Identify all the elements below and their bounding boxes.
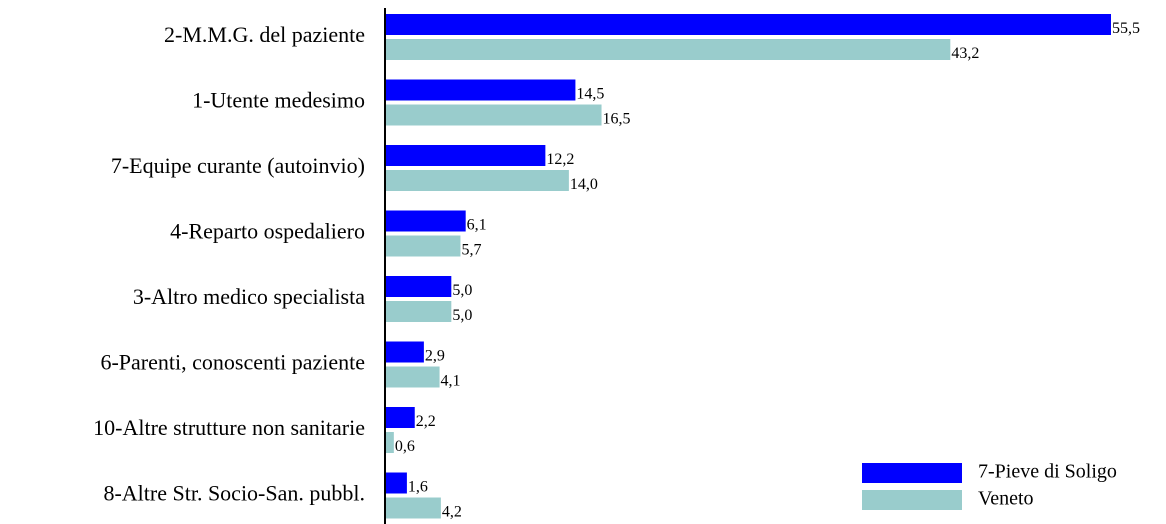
category-label: 7-Equipe curante (autoinvio) (111, 153, 365, 178)
legend-label: Veneto (978, 488, 1034, 510)
value-label: 16,5 (603, 111, 631, 128)
bar (386, 170, 569, 191)
bar (386, 341, 424, 363)
bar (386, 210, 466, 232)
value-label: 5,7 (461, 242, 481, 259)
bar (386, 432, 394, 453)
bar (386, 366, 440, 388)
value-label: 2,9 (425, 348, 445, 365)
value-label: 55,5 (1112, 20, 1140, 37)
bar (386, 301, 452, 322)
bar (386, 39, 951, 60)
category-label: 6-Parenti, conoscenti paziente (100, 350, 365, 375)
category-label: 10-Altre strutture non sanitarie (93, 415, 365, 440)
bar (386, 145, 546, 166)
category-label: 3-Altro medico specialista (133, 284, 365, 309)
value-label: 5,0 (452, 307, 472, 324)
bar (386, 14, 1111, 35)
value-label: 14,0 (570, 176, 598, 193)
category-label: 4-Reparto ospedaliero (170, 219, 365, 244)
category-label: 1-Utente medesimo (192, 88, 365, 113)
category-label: 2-M.M.G. del paziente (164, 22, 365, 47)
value-label: 2,2 (416, 413, 436, 430)
value-label: 5,0 (452, 282, 472, 299)
value-label: 4,2 (442, 504, 462, 521)
category-label: 8-Altre Str. Socio-San. pubbl. (103, 481, 365, 506)
bar (386, 235, 461, 257)
value-label: 1,6 (408, 479, 428, 496)
value-label: 0,6 (395, 438, 415, 455)
bar (386, 472, 407, 494)
bar (386, 407, 415, 428)
bar (386, 276, 452, 297)
value-label: 4,1 (441, 373, 461, 390)
bar (386, 497, 441, 519)
value-label: 6,1 (467, 217, 487, 234)
legend-label: 7-Pieve di Soligo (978, 461, 1117, 483)
value-label: 43,2 (951, 45, 979, 62)
value-label: 14,5 (576, 86, 604, 103)
bar (386, 104, 602, 126)
bar (386, 79, 576, 101)
value-label: 12,2 (546, 151, 574, 168)
legend-swatch (862, 463, 962, 483)
legend-swatch (862, 490, 962, 510)
